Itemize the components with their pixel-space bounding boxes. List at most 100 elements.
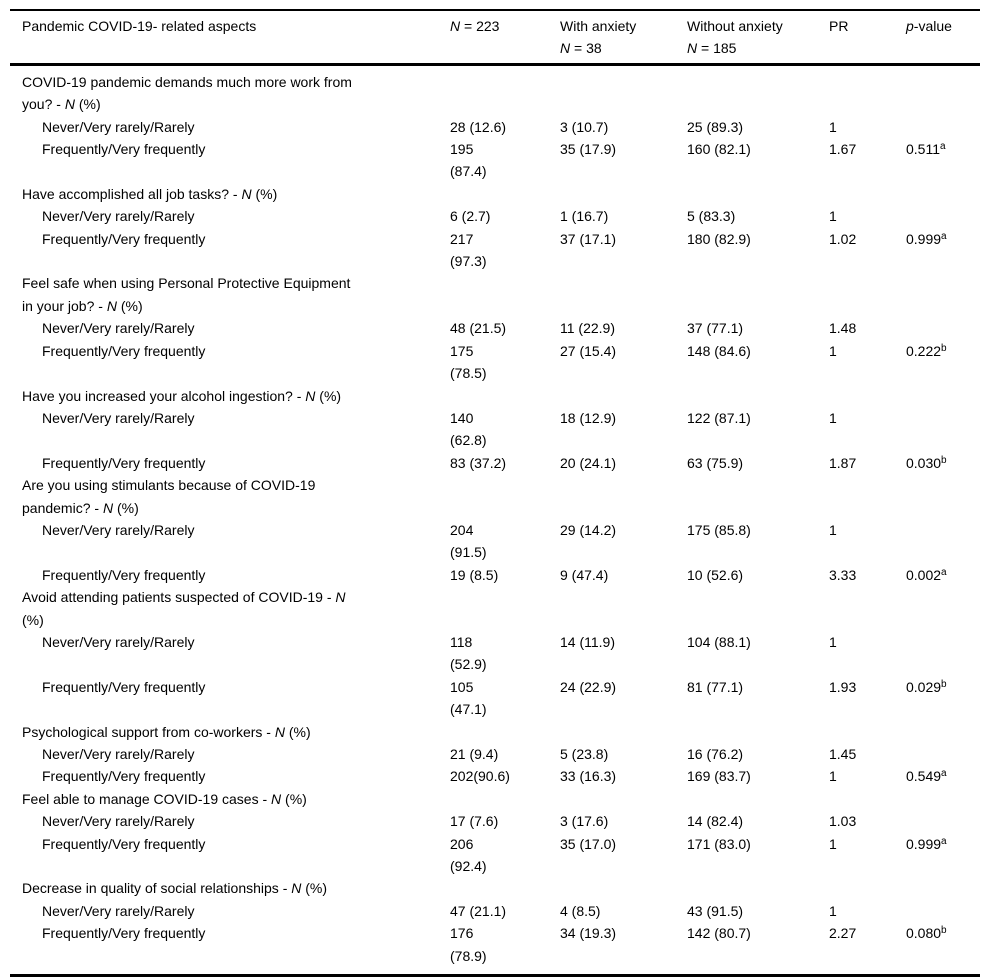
without-anxiety-value: 104 (88.1) [687,633,751,650]
row-label: Frequently/Very frequently [42,141,206,158]
section-title: Are you using stimulants because of COVI… [10,474,450,519]
header-without-anxiety: Without anxiety N = 185 [687,10,829,66]
empty-cell [687,788,829,810]
p-value-cell [906,900,980,922]
total-n-value: 202(90.6) [450,768,510,785]
empty-cell [560,272,687,317]
header-aspect: Pandemic COVID-19- related aspects [10,10,450,66]
data-row: Frequently/Very frequently 83 (37.2) 20 (2… [10,452,980,474]
header-without-rest: = 185 [697,40,737,57]
p-value-superscript: b [941,925,947,937]
header-total-n: N = 223 [450,10,560,66]
section-title: Avoid attending patients suspected of CO… [10,586,450,631]
empty-cell [450,721,560,743]
p-value-superscript: a [941,768,947,780]
row-label: Frequently/Very frequently [42,230,206,247]
row-label: Never/Very rarely/Rarely [42,746,195,762]
p-value-cell: 0.029b [906,676,980,721]
section-title-text: in your job? - [22,297,107,314]
pr-value: 1.93 [829,678,857,695]
section-title-text: pandemic? - [22,499,103,516]
p-value: 0.029 [906,678,942,695]
pr-value: 1 [829,342,837,359]
with-anxiety-value: 4 (8.5) [560,902,601,919]
pr-value: 1 [829,633,837,650]
header-aspect-label: Pandemic COVID-19- related aspects [22,18,257,34]
data-row: Never/Very rarely/Rarely 48 (21.5) 11 (22.… [10,317,980,339]
empty-cell [906,272,980,317]
section-title-row: Decrease in quality of social relationsh… [10,877,980,899]
table-body: COVID-19 pandemic demands much more work… [10,64,980,975]
p-value: 0.999 [906,230,942,247]
pr-value: 1.03 [829,813,857,830]
data-row: Frequently/Very frequently 175 (78.5) 27 (… [10,340,980,385]
italic-n: N [450,18,461,34]
header-without-anxiety-line2: N = 185 [687,37,829,59]
with-anxiety-value: 20 (24.1) [560,454,617,471]
p-value-superscript: a [941,566,947,578]
pr-value: 1 [829,118,837,135]
italic-n: N [305,387,316,404]
total-n-value: 175 (78.5) [450,342,487,382]
empty-cell [687,64,829,115]
row-label: Frequently/Very frequently [42,925,206,942]
row-label: Never/Very rarely/Rarely [42,813,195,830]
italic-n: N [241,185,252,202]
p-value-superscript: b [941,454,947,466]
with-anxiety-value: 18 (12.9) [560,409,617,426]
empty-cell [906,183,980,205]
empty-cell [450,183,560,205]
pr-value: 1 [829,768,837,785]
with-anxiety-value: 27 (15.4) [560,342,617,359]
header-p-rest: -value [913,18,952,34]
empty-cell [829,385,906,407]
empty-cell [906,385,980,407]
without-anxiety-value: 180 (82.9) [687,230,751,247]
p-value: 0.080 [906,925,942,942]
empty-cell [829,721,906,743]
empty-cell [906,788,980,810]
pr-value: 1.48 [829,320,857,337]
pr-value: 1.45 [829,746,857,762]
data-row: Frequently/Very frequently 105 (47.1) 24 (… [10,676,980,721]
section-title-text: (%) [301,880,328,897]
without-anxiety-value: 25 (89.3) [687,118,744,135]
empty-cell [560,586,687,631]
total-n-value: 83 (37.2) [450,454,507,471]
section-title: COVID-19 pandemic demands much more work… [10,64,450,115]
without-anxiety-value: 37 (77.1) [687,320,744,337]
without-anxiety-value: 14 (82.4) [687,813,744,830]
table-header: Pandemic COVID-19- related aspects N = 2… [10,10,980,66]
section-title-text: Decrease in quality of social relationsh… [22,880,292,897]
section-title-text: Are you using stimulants because of COVI… [22,477,316,494]
total-n-value: 140 (62.8) [450,409,487,449]
p-value-superscript: a [940,141,946,153]
section-title-row: Feel safe when using Personal Protective… [10,272,980,317]
section-title-row: Have accomplished all job tasks? - N (%) [10,183,980,205]
pr-value: 1 [829,835,837,852]
section-title-row: Are you using stimulants because of COVI… [10,474,980,519]
p-value: 0.511 [906,141,940,158]
pr-value: 1 [829,208,837,225]
p-value: 0.999 [906,835,942,852]
section-title-text: (%) [113,499,139,516]
row-label: Frequently/Very frequently [42,835,206,852]
empty-cell [829,64,906,115]
empty-cell [687,474,829,519]
p-value: 0.549 [906,768,942,785]
empty-cell [829,474,906,519]
row-label: Never/Very rarely/Rarely [42,409,195,426]
row-label: Frequently/Very frequently [42,566,206,583]
without-anxiety-value: 171 (83.0) [687,835,751,852]
italic-n: N [102,499,114,516]
p-value-cell: 0.030b [906,452,980,474]
empty-cell [687,183,829,205]
row-label: Frequently/Very frequently [42,342,206,359]
empty-cell [829,183,906,205]
pr-value: 2.27 [829,925,857,942]
data-row: Frequently/Very frequently 19 (8.5) 9 (47.… [10,564,980,586]
row-label: Never/Very rarely/Rarely [42,320,195,337]
empty-cell [829,788,906,810]
p-value-superscript: b [941,342,947,354]
empty-cell [829,586,906,631]
